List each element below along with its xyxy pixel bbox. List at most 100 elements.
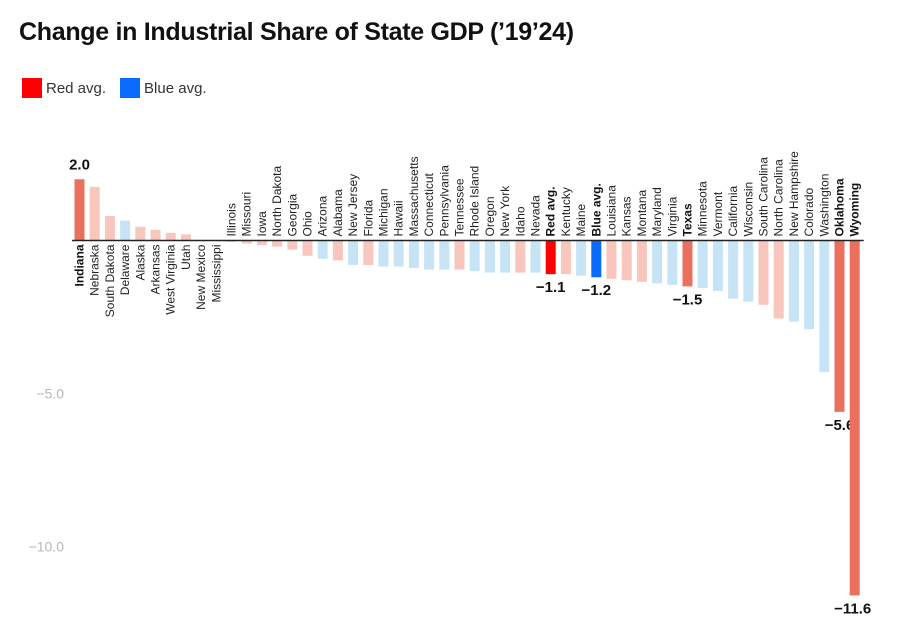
- category-label-mississippi: Mississippi: [209, 244, 223, 302]
- bar-indiana: [74, 179, 85, 241]
- bar-vermont: [712, 240, 723, 291]
- bar-minnesota: [697, 240, 708, 288]
- category-label-vermont: Vermont: [711, 191, 725, 236]
- category-label-montana: Montana: [635, 189, 649, 236]
- y-tick-label: −10.0: [29, 539, 65, 555]
- bar-michigan: [378, 240, 389, 267]
- category-label-wyoming: Wyoming: [848, 183, 862, 237]
- category-label-ohio: Ohio: [301, 211, 315, 237]
- bar-tennessee: [454, 240, 465, 270]
- bar-maine: [576, 240, 587, 276]
- bar-virginia: [667, 240, 678, 285]
- category-label-washington: Washington: [817, 174, 831, 237]
- bar-ohio: [302, 240, 313, 256]
- bar-oregon: [484, 240, 495, 273]
- bar-west-virginia: [165, 232, 176, 241]
- bar-nebraska: [89, 186, 100, 241]
- bar-illinois: [226, 240, 237, 243]
- category-label-nevada: Nevada: [529, 195, 543, 237]
- bar-wisconsin: [743, 240, 754, 302]
- bar-louisiana: [606, 240, 617, 279]
- category-label-louisiana: Louisiana: [605, 185, 619, 237]
- bar-maryland: [652, 240, 663, 284]
- category-label-illinois: Illinois: [225, 203, 239, 236]
- category-label-kansas: Kansas: [620, 196, 634, 236]
- bar-washington: [819, 240, 830, 373]
- category-label-new-mexico: New Mexico: [194, 244, 208, 310]
- legend-label-blue-avg: Blue avg.: [144, 79, 207, 97]
- category-label-red-avg: Red avg.: [544, 186, 558, 236]
- category-label-blue-avg: Blue avg.: [589, 183, 603, 236]
- bar-kansas: [621, 240, 632, 281]
- category-label-kentucky: Kentucky: [559, 187, 573, 236]
- legend-swatch-blue: [120, 78, 141, 98]
- category-label-utah: Utah: [179, 245, 193, 270]
- category-label-missouri: Missouri: [240, 192, 254, 237]
- bar-south-carolina: [758, 240, 769, 305]
- data-label-texas: −1.5: [673, 291, 703, 308]
- chart-title: Change in Industrial Share of State GDP …: [19, 18, 574, 46]
- bar-blue-avg: [591, 240, 602, 278]
- legend-item-blue-avg: Blue avg.: [120, 78, 207, 98]
- category-label-oklahoma: Oklahoma: [833, 178, 847, 236]
- bar-idaho: [515, 240, 526, 273]
- bar-alabama: [332, 240, 343, 261]
- bar-north-carolina: [773, 240, 784, 319]
- data-label-blue-avg: −1.2: [581, 282, 611, 299]
- legend-swatch-red: [22, 78, 42, 98]
- bar-massachusetts: [408, 240, 419, 269]
- bar-montana: [636, 240, 647, 282]
- bar-delaware: [120, 220, 131, 241]
- category-label-michigan: Michigan: [377, 188, 391, 236]
- bar-new-hampshire: [788, 240, 799, 322]
- bar-florida: [363, 240, 374, 265]
- category-label-new-hampshire: New Hampshire: [787, 151, 801, 237]
- bar-california: [728, 240, 739, 299]
- category-label-nebraska: Nebraska: [88, 244, 102, 296]
- category-label-iowa: Iowa: [255, 211, 269, 237]
- category-label-alaska: Alaska: [133, 244, 147, 280]
- category-label-rhode-island: Rhode Island: [468, 166, 482, 237]
- category-label-massachusetts: Massachusetts: [407, 156, 421, 236]
- bar-new-jersey: [348, 240, 359, 265]
- category-label-georgia: Georgia: [285, 193, 299, 236]
- category-label-north-dakota: North Dakota: [270, 165, 284, 236]
- bar-georgia: [287, 240, 298, 250]
- category-label-colorado: Colorado: [802, 187, 816, 236]
- category-label-minnesota: Minnesota: [696, 181, 710, 237]
- category-label-wisconsin: Wisconsin: [741, 182, 755, 237]
- bar-north-dakota: [272, 240, 283, 247]
- bar-oklahoma: [834, 240, 845, 412]
- category-label-florida: Florida: [361, 199, 375, 236]
- category-label-new-jersey: New Jersey: [346, 174, 360, 237]
- bar-south-dakota: [104, 216, 115, 241]
- bar-arkansas: [150, 229, 161, 241]
- bar-missouri: [241, 240, 252, 244]
- bar-new-york: [500, 240, 511, 273]
- bar-arizona: [317, 240, 328, 259]
- bar-kentucky: [560, 240, 571, 275]
- category-label-north-carolina: North Carolina: [772, 159, 786, 237]
- category-label-arizona: Arizona: [316, 195, 330, 236]
- bar-nevada: [530, 240, 541, 273]
- bar-red-avg: [545, 240, 556, 275]
- category-label-indiana: Indiana: [73, 244, 87, 286]
- bar-rhode-island: [469, 240, 480, 272]
- category-label-texas: Texas: [681, 203, 695, 236]
- legend-item-red-avg: Red avg.: [22, 78, 106, 98]
- y-tick-label: −5.0: [36, 386, 64, 402]
- category-label-virginia: Virginia: [665, 196, 679, 236]
- category-label-idaho: Idaho: [513, 206, 527, 236]
- bar-pennsylvania: [439, 240, 450, 270]
- category-label-oregon: Oregon: [483, 196, 497, 236]
- bar-wyoming: [849, 240, 860, 596]
- data-label-red-avg: −1.1: [536, 279, 566, 296]
- category-label-alabama: Alabama: [331, 189, 345, 237]
- bar-colorado: [804, 240, 815, 330]
- category-label-pennsylvania: Pennsylvania: [437, 165, 451, 237]
- bar-connecticut: [424, 240, 435, 270]
- bar-iowa: [256, 240, 267, 246]
- bar-utah: [180, 234, 191, 241]
- data-label-wyoming: −11.6: [834, 600, 871, 617]
